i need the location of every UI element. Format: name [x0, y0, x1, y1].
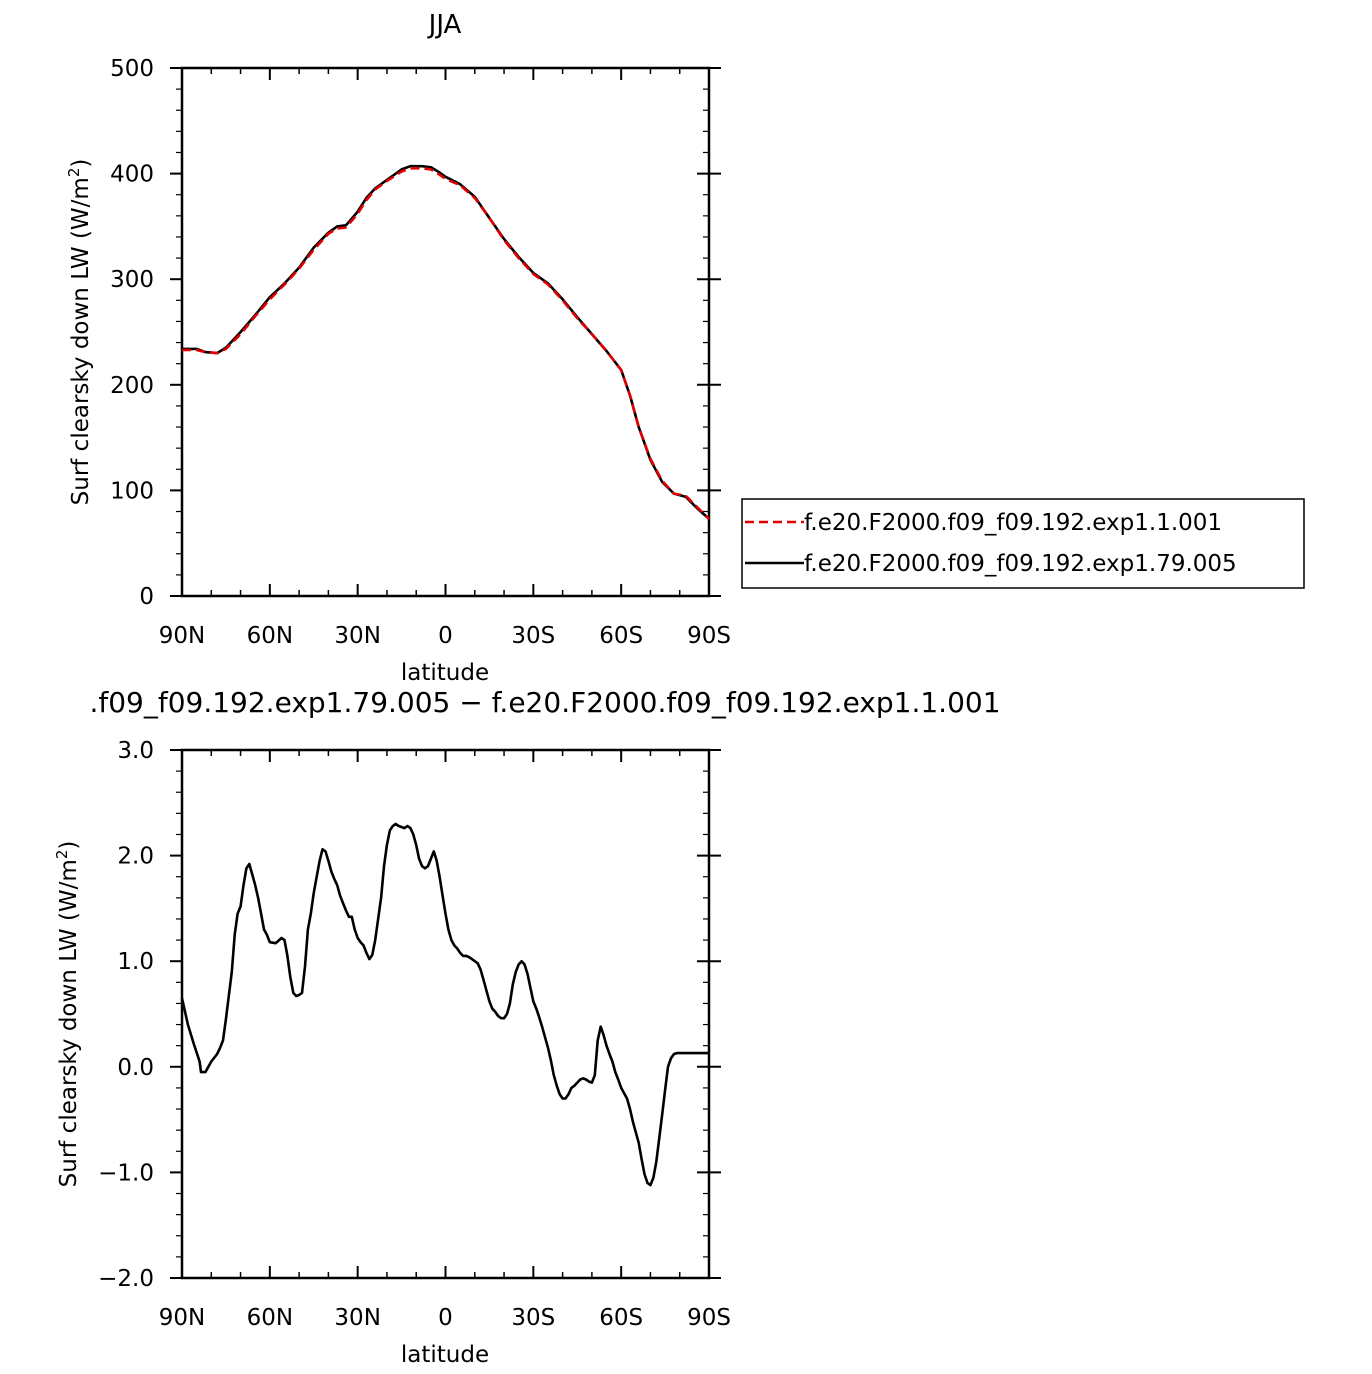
top-x-tick-label: 30S — [511, 623, 555, 649]
bottom-y-tick-label: 0.0 — [117, 1055, 154, 1081]
bottom-x-axis-label: latitude — [401, 1342, 489, 1368]
top-x-axis-label: latitude — [401, 660, 489, 686]
bottom-x-tick-label: 90N — [159, 1305, 205, 1331]
top-title: JJA — [427, 10, 462, 40]
legend-label-1: f.e20.F2000.f09_f09.192.exp1.1.001 — [804, 510, 1222, 536]
bottom-x-tick-label: 30S — [511, 1305, 555, 1331]
bottom-x-tick-label: 90S — [687, 1305, 731, 1331]
top-y-tick-label: 500 — [110, 56, 154, 82]
bottom-y-tick-label: −1.0 — [98, 1160, 154, 1186]
top-x-tick-label: 90S — [687, 623, 731, 649]
bottom-plot-frame — [180, 748, 711, 1280]
bottom-x-tick-label: 60S — [599, 1305, 643, 1331]
top-y-tick-label: 400 — [110, 162, 154, 188]
top-series-line-2 — [182, 167, 710, 520]
bottom-y-axis-label-sup: 2 — [53, 850, 71, 860]
top-x-tick-label: 30N — [334, 623, 380, 649]
top-y-axis-label-text: Surf clearsky down LW (W/m — [68, 177, 94, 505]
bottom-y-tick-label: 3.0 — [117, 738, 154, 764]
bottom-x-tick-label: 60N — [247, 1305, 293, 1331]
top-y-axis-label-close: ) — [68, 159, 94, 168]
bottom-x-tick-label: 30N — [334, 1305, 380, 1331]
top-y-tick-label: 100 — [110, 478, 154, 504]
top-y-axis-label-sup: 2 — [65, 168, 83, 178]
bottom-axes: 90N 60N 30N 0 30S 60S 90S −2.0 −1.0 0.0 1.0 2.0 3.0 — [98, 738, 731, 1331]
bottom-x-tick-label: 0 — [438, 1305, 453, 1331]
bottom-y-axis-label-text: Surf clearsky down LW (W/m — [56, 859, 82, 1187]
bottom-title: .f09_f09.192.exp1.79.005 − f.e20.F2000.f… — [89, 686, 1000, 719]
top-y-tick-label: 300 — [110, 267, 154, 293]
top-x-tick-label: 60S — [599, 623, 643, 649]
bottom-y-tick-label: −2.0 — [98, 1266, 154, 1292]
bottom-panel: .f09_f09.192.exp1.79.005 − f.e20.F2000.f… — [53, 686, 1001, 1368]
top-series-group — [182, 164, 710, 520]
bottom-y-tick-label: 1.0 — [117, 949, 154, 975]
legend-frame — [741, 498, 1305, 589]
bottom-y-tick-label: 2.0 — [117, 844, 154, 870]
bottom-y-axis-label-close: ) — [56, 841, 82, 850]
legend: f.e20.F2000.f09_f09.192.exp1.1.001 f.e20… — [741, 498, 1305, 589]
top-series-line-1 — [182, 164, 710, 520]
top-panel: JJA 90N 60N 30N 0 30S 60S 90S0100200300400500 … — [65, 10, 1305, 686]
top-y-axis-label: Surf clearsky down LW (W/m2) — [65, 159, 94, 506]
bottom-series-group — [180, 822, 709, 1187]
bottom-y-axis-label: Surf clearsky down LW (W/m2) — [53, 841, 82, 1188]
bottom-series-line-1 — [180, 822, 709, 1187]
legend-label-2: f.e20.F2000.f09_f09.192.exp1.79.005 — [804, 551, 1237, 577]
top-x-tick-label: 0 — [438, 623, 453, 649]
top-x-tick-label: 90N — [159, 623, 205, 649]
top-y-tick-label: 0 — [139, 584, 154, 610]
top-x-tick-label: 60N — [247, 623, 293, 649]
top-plot-frame — [180, 66, 711, 598]
top-y-tick-label: 200 — [110, 373, 154, 399]
